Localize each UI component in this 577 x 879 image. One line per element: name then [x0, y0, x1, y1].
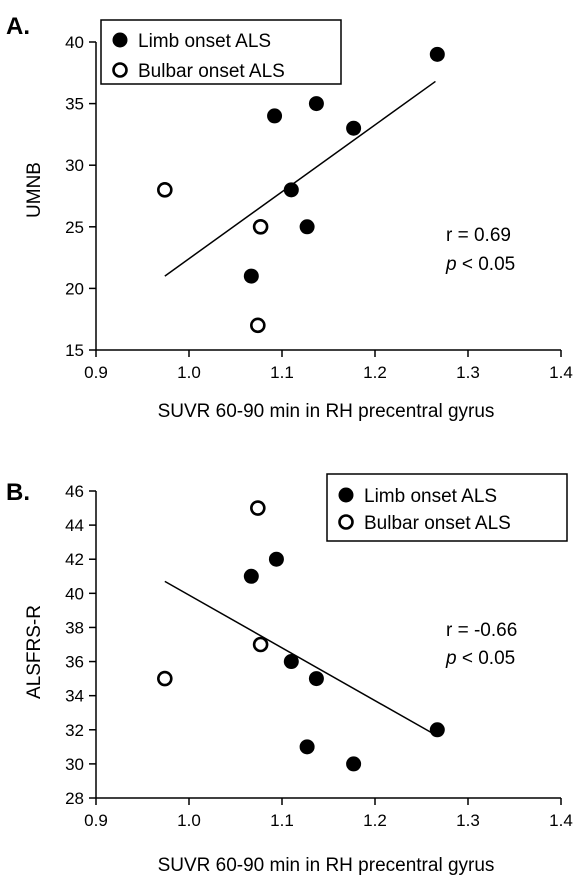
panel-a: A. UMNB SUVR 60-90 min in RH precentral … — [6, 13, 573, 422]
panel-b-y-tick-label: 44 — [65, 516, 84, 535]
panel-a-point-bulbar-onset — [252, 219, 269, 235]
panel-a-x-tick-label: 1.1 — [270, 363, 294, 382]
panel-b-y-tick-label: 32 — [65, 721, 84, 740]
panel-b-data-points — [157, 500, 445, 772]
panel-a-p-symbol: p — [445, 254, 457, 275]
panel-b-legend-marker-bulbar-onset — [338, 514, 354, 530]
panel-b-r-value: r = -0.66 — [446, 620, 517, 641]
panel-a-y-tick-label: 20 — [65, 279, 84, 298]
panel-a-axes: 0.9 1.0 1.1 1.2 1.3 1.4 15 20 25 30 35 40 — [65, 33, 573, 382]
panel-b-y-tick-label: 28 — [65, 789, 84, 808]
panel-a-point-limb-onset — [283, 182, 299, 198]
panel-a-point-limb-onset — [243, 268, 259, 284]
panel-b-p-value: p < 0.05 — [445, 648, 515, 669]
panel-b-point-bulbar-onset — [252, 636, 269, 653]
panel-b-y-tick-label: 42 — [65, 550, 84, 569]
panel-b-legend-label-limb-onset: Limb onset ALS — [364, 486, 497, 507]
panel-b-axes: 0.9 1.0 1.1 1.2 1.3 1.4 28 30 32 34 36 38 40 42 44 46 — [65, 482, 573, 830]
panel-a-p-threshold: < 0.05 — [457, 254, 516, 275]
panel-a-legend: Limb onset ALS Bulbar onset ALS — [100, 19, 342, 85]
panel-b-point-limb-onset — [243, 568, 259, 584]
panel-b-x-tick-label: 0.9 — [84, 811, 108, 830]
panel-a-y-tick-label: 15 — [65, 341, 84, 360]
panel-a-regression-line — [164, 80, 436, 277]
panel-b-p-symbol: p — [445, 648, 457, 669]
panel-b-point-limb-onset — [268, 551, 284, 567]
panel-b-point-bulbar-onset — [157, 670, 173, 687]
panel-a-point-bulbar-onset — [250, 317, 266, 334]
panel-b-point-limb-onset — [308, 671, 324, 687]
panel-b-legend-label-bulbar-onset: Bulbar onset ALS — [364, 513, 511, 534]
panel-a-x-tick-label: 1.3 — [456, 363, 480, 382]
panel-a-y-tick-label: 40 — [65, 33, 84, 52]
panel-a-y-axis-label: UMNB — [24, 162, 45, 218]
panel-b-x-tick-label: 1.4 — [549, 811, 573, 830]
panel-b-y-tick-label: 36 — [65, 653, 84, 672]
panel-a-y-tick-label: 35 — [65, 95, 84, 114]
panel-b-point-limb-onset — [346, 756, 362, 772]
panel-a-p-value: p < 0.05 — [445, 254, 515, 275]
panel-a-point-limb-onset — [308, 96, 324, 112]
panel-a-point-bulbar-onset — [157, 182, 173, 198]
panel-b-p-threshold: < 0.05 — [457, 648, 516, 669]
panel-b-fit-line — [164, 580, 436, 736]
panel-a-legend-label-bulbar-onset: Bulbar onset ALS — [138, 61, 285, 82]
panel-a-x-axis-label: SUVR 60-90 min in RH precentral gyrus — [158, 401, 495, 422]
panel-b-y-tick-label: 40 — [65, 584, 84, 603]
panel-a-label: A. — [6, 13, 30, 40]
panel-b-point-limb-onset — [283, 654, 299, 670]
panel-b-x-tick-label: 1.0 — [177, 811, 201, 830]
panel-a-point-limb-onset — [429, 46, 445, 62]
panel-b-y-axis-label: ALSFRS-R — [24, 605, 45, 699]
panel-a-point-limb-onset — [299, 219, 315, 235]
panel-a-legend-label-limb-onset: Limb onset ALS — [138, 31, 271, 52]
panel-b-x-axis-label: SUVR 60-90 min in RH precentral gyrus — [158, 855, 495, 876]
panel-a-data-points — [157, 46, 445, 334]
panel-b-point-bulbar-onset — [250, 500, 266, 516]
panel-b-legend-box — [326, 473, 568, 542]
panel-b-y-tick-label: 30 — [65, 755, 84, 774]
panel-a-x-tick-label: 1.4 — [549, 363, 573, 382]
panel-a-point-limb-onset — [346, 120, 362, 136]
panel-b: B. ALSFRS-R SUVR 60-90 min in RH precent… — [6, 473, 573, 876]
panel-a-x-tick-label: 1.0 — [177, 363, 201, 382]
panel-a-y-tick-label: 30 — [65, 156, 84, 175]
panel-a-r-value: r = 0.69 — [446, 225, 511, 246]
panel-b-y-tick-label: 46 — [65, 482, 84, 501]
panel-b-x-tick-label: 1.2 — [363, 811, 387, 830]
panel-a-fit-line — [164, 80, 436, 277]
panel-b-regression-line — [164, 580, 436, 736]
panel-b-point-limb-onset — [429, 722, 445, 738]
panel-b-legend: Limb onset ALS Bulbar onset ALS — [326, 473, 568, 542]
panel-b-y-tick-label: 34 — [65, 687, 84, 706]
panel-a-y-tick-label: 25 — [65, 218, 84, 237]
panel-a-x-tick-label: 1.2 — [363, 363, 387, 382]
panel-b-legend-marker-limb-onset — [338, 487, 354, 503]
panel-a-legend-marker-bulbar-onset — [112, 62, 128, 78]
panel-b-point-limb-onset — [299, 739, 315, 755]
panel-b-x-tick-label: 1.1 — [270, 811, 294, 830]
panel-a-point-limb-onset — [267, 108, 283, 124]
panel-a-x-tick-label: 0.9 — [84, 363, 108, 382]
panel-a-legend-marker-limb-onset — [112, 32, 128, 48]
panel-a-legend-box — [100, 19, 342, 85]
panel-b-x-tick-label: 1.3 — [456, 811, 480, 830]
panel-b-label: B. — [6, 479, 30, 506]
panel-b-y-tick-label: 38 — [65, 618, 84, 637]
